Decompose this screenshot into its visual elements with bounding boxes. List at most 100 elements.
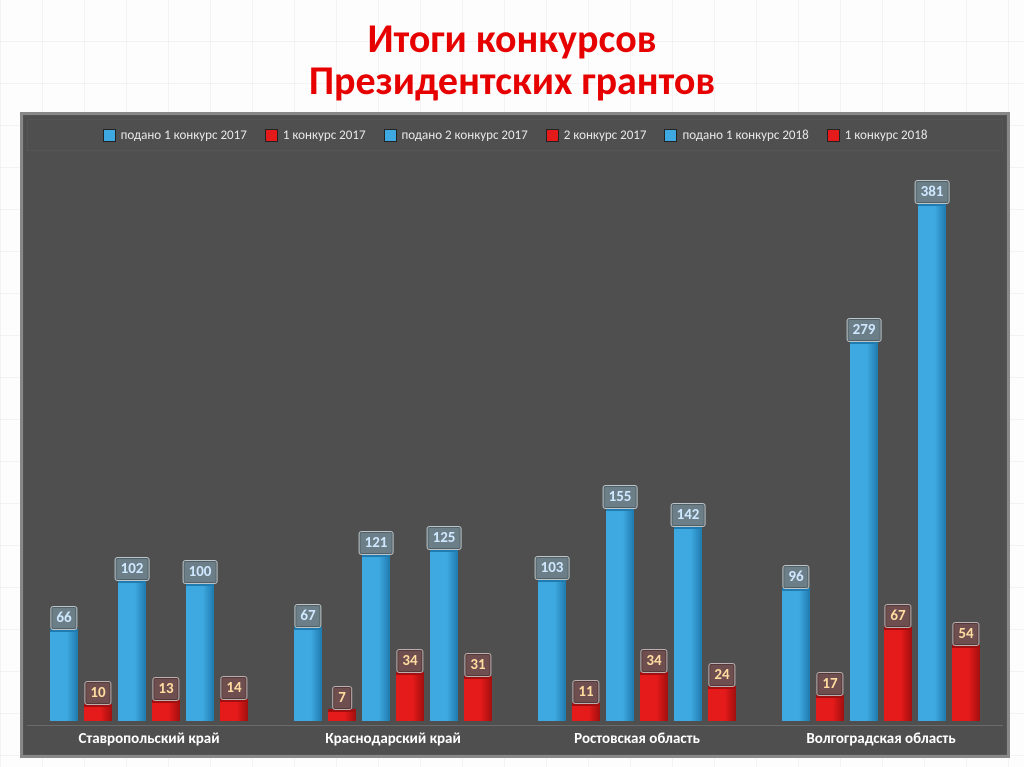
legend-item-5: 1 конкурс 2018: [827, 128, 928, 143]
x-axis: Ставропольский крайКраснодарский крайРос…: [27, 725, 1003, 751]
bar-body: [84, 704, 112, 721]
bar-body: [572, 703, 600, 721]
bar-body: [186, 583, 214, 721]
legend-item-3: 2 конкурс 2017: [546, 128, 647, 143]
bar-3-0: 96: [782, 591, 810, 721]
data-label: 13: [152, 677, 179, 701]
data-label: 34: [640, 649, 667, 673]
bar-1-5: 31: [464, 679, 492, 721]
legend-item-0: подано 1 конкурс 2017: [103, 128, 247, 143]
bar-body: [782, 588, 810, 721]
bar-body: [606, 508, 634, 721]
chart-container: подано 1 конкурс 2017 1 конкурс 2017 подан…: [20, 112, 1010, 758]
legend-label: 2 конкурс 2017: [564, 128, 647, 143]
data-label: 121: [359, 531, 394, 555]
plot-area: 6610102131001467712134125311031115534142…: [27, 153, 1003, 721]
legend-label: подано 1 конкурс 2018: [682, 128, 808, 143]
legend-label: подано 2 конкурс 2017: [402, 128, 528, 143]
bar-2-2: 155: [606, 511, 634, 721]
legend: подано 1 конкурс 2017 1 конкурс 2017 подан…: [27, 119, 1003, 151]
bar-0-5: 14: [220, 702, 248, 721]
data-label: 34: [396, 649, 423, 673]
legend-item-4: подано 1 конкурс 2018: [664, 128, 808, 143]
x-category-2: Ростовская область: [515, 725, 759, 751]
bar-2-3: 34: [640, 675, 668, 721]
bar-0-2: 102: [118, 583, 146, 721]
data-label: 7: [332, 686, 352, 710]
x-category-0: Ставропольский край: [27, 725, 271, 751]
bar-body: [816, 695, 844, 721]
bar-1-0: 67: [294, 630, 322, 721]
bar-body: [538, 579, 566, 721]
bar-3-3: 67: [884, 630, 912, 721]
bar-body: [328, 709, 356, 721]
title-line2: Президентских грантов: [309, 56, 715, 105]
legend-item-2: подано 2 конкурс 2017: [384, 128, 528, 143]
data-label: 54: [952, 622, 979, 646]
bar-body: [708, 686, 736, 721]
bar-0-3: 13: [152, 703, 180, 721]
legend-item-1: 1 конкурс 2017: [265, 128, 366, 143]
bar-body: [362, 554, 390, 721]
bar-body: [430, 549, 458, 721]
data-label: 125: [427, 526, 462, 550]
data-label: 17: [816, 672, 843, 696]
data-label: 100: [183, 560, 218, 584]
data-label: 279: [847, 318, 882, 342]
bar-body: [294, 627, 322, 721]
bar-0-0: 66: [50, 632, 78, 721]
x-category-3: Волгоградская область: [759, 725, 1003, 751]
bar-body: [918, 203, 946, 721]
bar-2-5: 24: [708, 689, 736, 721]
data-label: 381: [915, 180, 950, 204]
bar-body: [50, 629, 78, 721]
legend-swatch: [546, 129, 559, 142]
data-label: 10: [84, 681, 111, 705]
bar-2-4: 142: [674, 529, 702, 721]
bar-3-5: 54: [952, 648, 980, 721]
data-label: 103: [535, 556, 570, 580]
data-label: 102: [115, 557, 150, 581]
bar-3-2: 279: [850, 344, 878, 721]
bar-1-4: 125: [430, 552, 458, 721]
data-label: 67: [884, 604, 911, 628]
legend-label: подано 1 конкурс 2017: [121, 128, 247, 143]
data-label: 67: [294, 604, 321, 628]
data-label: 14: [220, 676, 247, 700]
bar-body: [152, 700, 180, 721]
bar-body: [640, 672, 668, 721]
bar-0-4: 100: [186, 586, 214, 721]
bar-body: [464, 676, 492, 721]
bar-1-1: 7: [328, 712, 356, 721]
data-label: 142: [671, 503, 706, 527]
data-label: 31: [464, 653, 491, 677]
legend-swatch: [384, 129, 397, 142]
bar-3-1: 17: [816, 698, 844, 721]
legend-swatch: [265, 129, 278, 142]
bar-1-3: 34: [396, 675, 424, 721]
legend-swatch: [827, 129, 840, 142]
bar-body: [220, 699, 248, 721]
bar-body: [884, 627, 912, 721]
legend-label: 1 конкурс 2017: [283, 128, 366, 143]
x-category-1: Краснодарский край: [271, 725, 515, 751]
bar-2-0: 103: [538, 582, 566, 721]
bar-body: [952, 645, 980, 721]
bar-body: [396, 672, 424, 721]
bar-2-1: 11: [572, 706, 600, 721]
bar-3-4: 381: [918, 206, 946, 721]
bar-body: [118, 580, 146, 721]
bar-0-1: 10: [84, 707, 112, 721]
legend-swatch: [103, 129, 116, 142]
legend-swatch: [664, 129, 677, 142]
data-label: 11: [572, 680, 599, 704]
bar-1-2: 121: [362, 557, 390, 721]
chart-title: Итоги конкурсов Президентских грантов: [20, 18, 1004, 102]
data-label: 66: [50, 606, 77, 630]
bar-body: [850, 341, 878, 721]
bar-body: [674, 526, 702, 721]
data-label: 24: [708, 663, 735, 687]
data-label: 96: [782, 565, 809, 589]
data-label: 155: [603, 485, 638, 509]
legend-label: 1 конкурс 2018: [845, 128, 928, 143]
